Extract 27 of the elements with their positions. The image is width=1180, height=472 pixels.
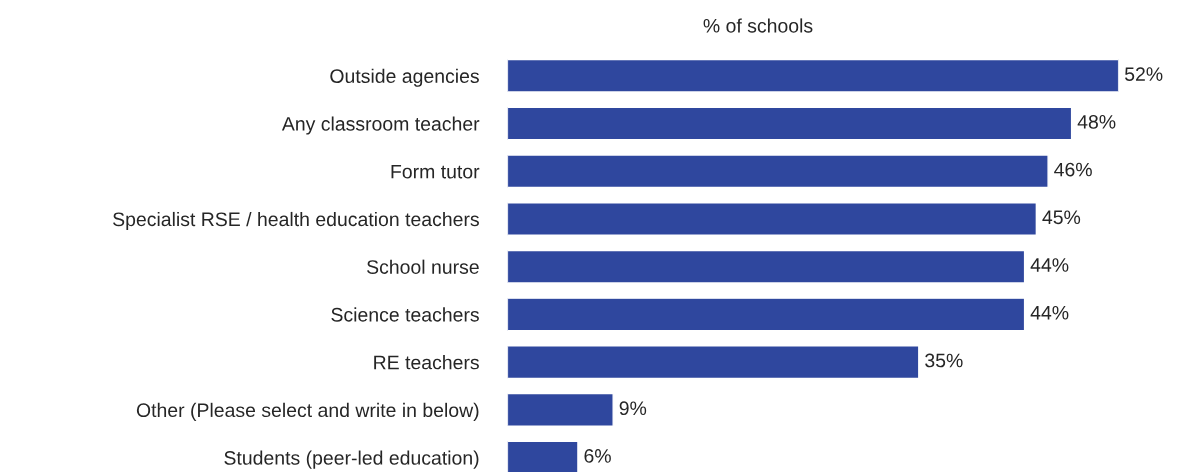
y-tick-label: Specialist RSE / health education teachers bbox=[113, 211, 479, 231]
bar bbox=[507, 345, 920, 380]
chart-title: % of schools bbox=[703, 18, 813, 33]
data-label: 9% bbox=[619, 401, 647, 416]
data-label: 46% bbox=[1054, 162, 1092, 177]
bar bbox=[507, 392, 614, 427]
y-tick-label: Outside agencies bbox=[330, 68, 479, 87]
bar bbox=[507, 58, 1119, 93]
bar bbox=[507, 202, 1038, 236]
y-tick-label: Students (peer-led education) bbox=[224, 450, 479, 469]
y-tick-label: Science teachers bbox=[331, 307, 479, 322]
bar bbox=[507, 297, 1026, 332]
data-label: 44% bbox=[1030, 305, 1069, 320]
data-label: 35% bbox=[925, 353, 963, 368]
y-tick-label: Form tutor bbox=[391, 164, 480, 179]
bar bbox=[507, 154, 1049, 189]
y-tick-label: RE teachers bbox=[374, 355, 479, 370]
y-tick-label: School nurse bbox=[367, 259, 479, 274]
data-label: 6% bbox=[584, 449, 611, 463]
data-label: 45% bbox=[1042, 210, 1081, 225]
data-label: 48% bbox=[1077, 114, 1116, 129]
y-tick-label: Other (Please select and write in below) bbox=[136, 402, 479, 421]
bar bbox=[507, 249, 1026, 284]
y-tick-label: Any classroom teacher bbox=[281, 116, 480, 135]
bar bbox=[507, 106, 1073, 141]
data-label: 44% bbox=[1030, 258, 1069, 272]
data-label: 52% bbox=[1124, 67, 1163, 81]
